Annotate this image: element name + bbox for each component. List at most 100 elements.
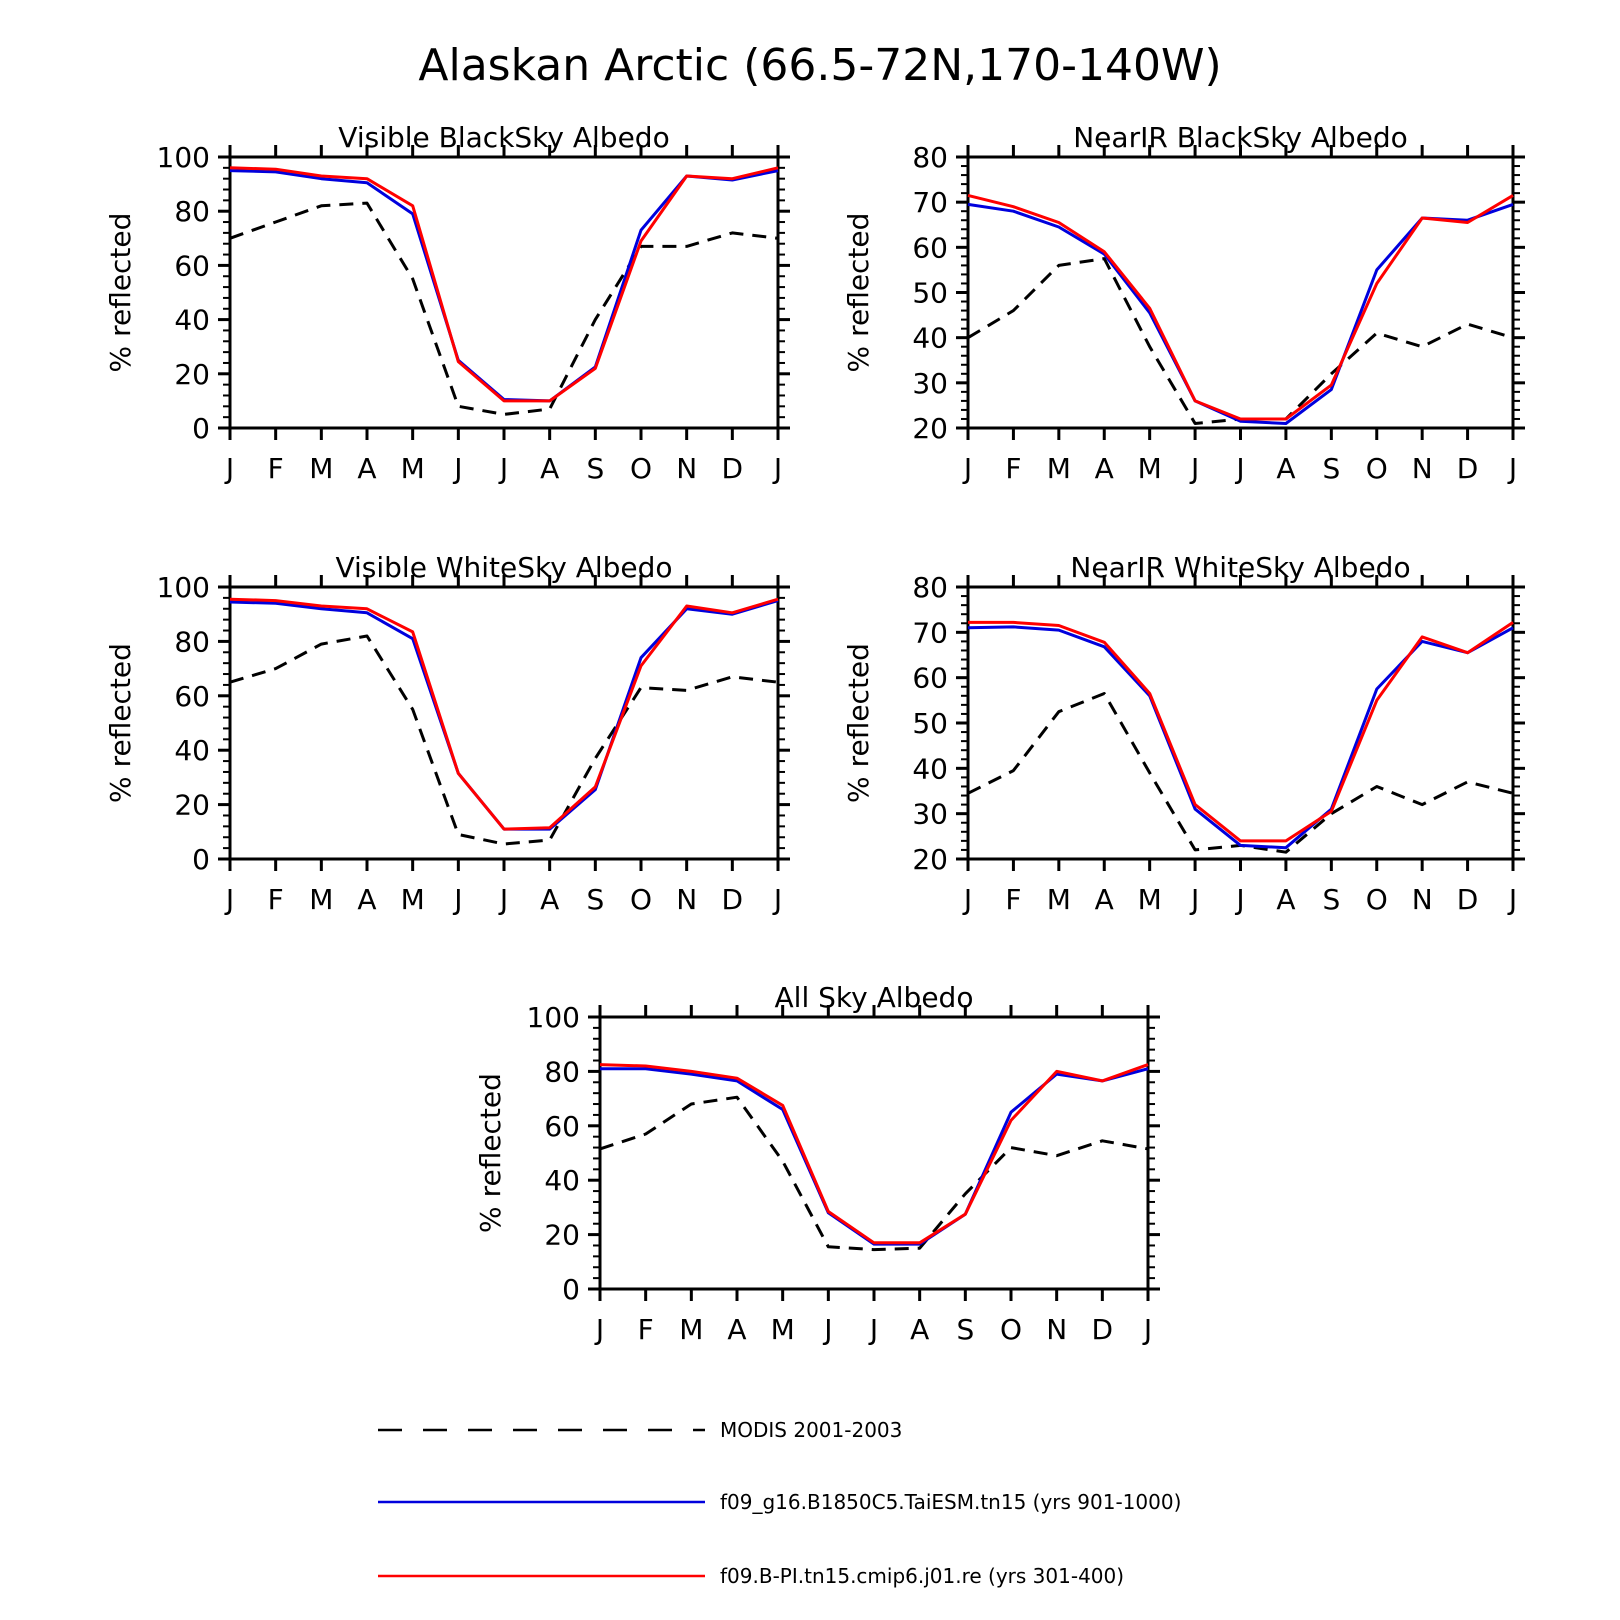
x-tick-label: D: [1457, 452, 1479, 485]
series-line-3: [967, 193, 1514, 421]
plot-frame: [966, 155, 1515, 430]
x-tick-label: F: [1005, 883, 1021, 916]
x-tick-label: D: [722, 883, 744, 916]
x-tick-label: O: [1366, 452, 1388, 485]
y-tick-label: 20: [544, 1219, 580, 1252]
x-tick-label: S: [586, 883, 604, 916]
x-tick-label: J: [594, 1313, 604, 1346]
x-tick-label: S: [1322, 452, 1340, 485]
x-tick-label: J: [822, 1313, 832, 1346]
series-line-3: [229, 166, 779, 403]
x-tick-label: D: [722, 452, 744, 485]
x-tick-label: A: [1276, 883, 1295, 916]
x-tick-label: N: [676, 452, 697, 485]
y-axis-label: % reflected: [104, 643, 137, 803]
x-tick-label: S: [956, 1313, 974, 1346]
series-line-2: [229, 169, 779, 403]
plot-frame: [228, 585, 780, 861]
x-tick-label: A: [540, 883, 559, 916]
y-tick-label: 70: [912, 186, 948, 219]
x-tick-label: M: [1047, 883, 1071, 916]
y-tick-label: 60: [174, 249, 210, 282]
y-tick-label: 80: [912, 571, 948, 604]
x-tick-label: J: [1142, 1313, 1152, 1346]
y-tick-label: 100: [157, 141, 210, 174]
series-line-1: [229, 634, 779, 846]
x-tick-label: A: [540, 452, 559, 485]
series-line-2: [967, 625, 1514, 850]
series-line-1: [967, 257, 1514, 425]
x-tick-label: A: [357, 452, 376, 485]
y-tick-label: 60: [912, 662, 948, 695]
y-axis-label: % reflected: [104, 213, 137, 373]
x-tick-label: A: [910, 1313, 929, 1346]
figure-title: Alaskan Arctic (66.5-72N,170-140W): [418, 40, 1221, 91]
series-line-3: [968, 620, 1514, 843]
x-tick-label: N: [1412, 883, 1433, 916]
x-tick-label: F: [268, 883, 284, 916]
x-tick-label: J: [962, 883, 972, 916]
y-tick-label: 0: [192, 412, 210, 445]
series-line-3: [229, 597, 779, 831]
plot-frame: [966, 585, 1515, 861]
x-tick-label: S: [586, 452, 604, 485]
y-tick-label: 100: [157, 571, 210, 604]
x-tick-label: J: [452, 452, 462, 485]
y-tick-label: 60: [912, 231, 948, 264]
x-tick-label: J: [1507, 883, 1517, 916]
y-tick-label: 80: [544, 1055, 580, 1088]
x-tick-label: O: [630, 452, 652, 485]
x-tick-label: O: [1366, 883, 1388, 916]
y-tick-label: 80: [174, 625, 210, 658]
x-tick-label: N: [676, 883, 697, 916]
x-tick-label: O: [1000, 1313, 1022, 1346]
x-tick-label: J: [868, 1313, 878, 1346]
x-tick-label: D: [1457, 883, 1479, 916]
series-line-2: [967, 202, 1514, 425]
x-tick-label: M: [401, 452, 425, 485]
y-tick-label: 60: [174, 680, 210, 713]
x-tick-label: J: [962, 452, 972, 485]
x-tick-label: A: [357, 883, 376, 916]
x-tick-label: J: [224, 883, 234, 916]
series-line-2: [229, 599, 779, 831]
series-line-1: [229, 201, 779, 416]
x-tick-label: J: [1234, 883, 1244, 916]
x-tick-label: J: [1234, 452, 1244, 485]
series-line-1: [967, 692, 1514, 854]
x-tick-label: F: [638, 1313, 654, 1346]
x-tick-label: A: [1095, 452, 1114, 485]
x-tick-label: J: [452, 883, 462, 916]
y-tick-label: 20: [174, 789, 210, 822]
x-tick-label: N: [1046, 1313, 1067, 1346]
y-tick-label: 50: [912, 277, 948, 310]
x-tick-label: M: [401, 883, 425, 916]
y-tick-label: 40: [912, 752, 948, 785]
x-tick-label: M: [1138, 452, 1162, 485]
x-tick-label: J: [772, 452, 782, 485]
x-tick-label: M: [1047, 452, 1071, 485]
legend-label-3: f09.B-PI.tn15.cmip6.j01.re (yrs 301-400): [720, 1564, 1124, 1588]
y-tick-label: 40: [174, 304, 210, 337]
x-tick-label: J: [224, 452, 234, 485]
x-tick-label: M: [1138, 883, 1162, 916]
y-axis-label: % reflected: [842, 213, 875, 373]
x-tick-label: A: [727, 1313, 746, 1346]
y-tick-label: 0: [192, 843, 210, 876]
x-tick-label: J: [498, 452, 508, 485]
x-tick-label: M: [309, 452, 333, 485]
x-tick-label: F: [1005, 452, 1021, 485]
series-line-1: [599, 1095, 1149, 1252]
x-tick-label: N: [1412, 452, 1433, 485]
y-tick-label: 100: [527, 1001, 580, 1034]
x-tick-label: M: [771, 1313, 795, 1346]
y-tick-label: 20: [174, 358, 210, 391]
y-tick-label: 80: [174, 195, 210, 228]
y-axis-label: % reflected: [474, 1073, 507, 1233]
y-axis-label: % reflected: [842, 643, 875, 803]
x-tick-label: J: [1189, 883, 1199, 916]
